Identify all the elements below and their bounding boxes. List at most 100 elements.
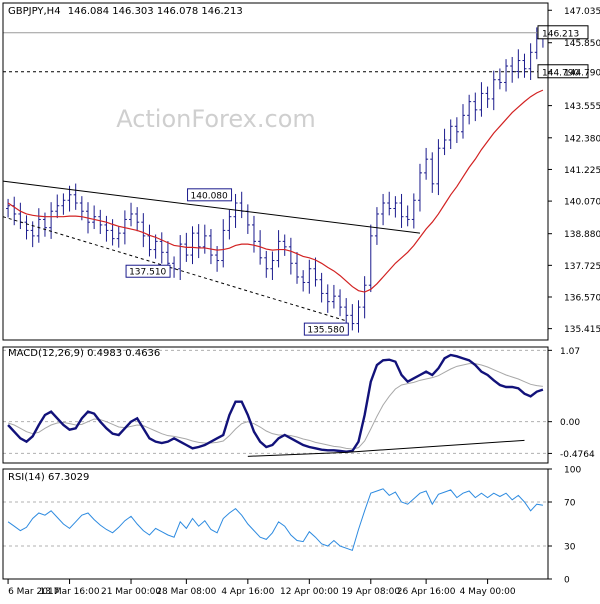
candle [295, 252, 300, 284]
candle [381, 193, 386, 226]
candle [510, 56, 515, 83]
macd-tick-label: -0.4764 [560, 450, 595, 460]
annotation-label: 140.080 [191, 191, 228, 201]
candle [227, 209, 232, 240]
level-label: 144.790 [542, 68, 579, 78]
candle [73, 183, 78, 210]
candle [442, 128, 447, 156]
candle [135, 207, 140, 232]
time-label: 4 Apr 16:00 [221, 587, 274, 597]
annotation-box [187, 188, 233, 202]
candle [325, 284, 330, 313]
annotation-box [303, 322, 349, 336]
ohlc-label: 146.084 146.303 146.078 146.213 [68, 6, 243, 17]
time-label: 28 Mar 08:00 [156, 587, 216, 597]
candle [172, 256, 177, 278]
candle [221, 219, 226, 268]
price-tick-label: 140.070 [564, 198, 600, 208]
candle [61, 193, 66, 215]
candle [454, 117, 459, 144]
candle [497, 68, 502, 90]
candle [387, 191, 392, 216]
candle [208, 229, 213, 265]
candle [516, 49, 521, 79]
candle [405, 205, 410, 227]
candle [116, 226, 121, 248]
current-price-label: 146.213 [542, 29, 579, 39]
candle [436, 139, 441, 196]
candle [344, 298, 349, 327]
candle [276, 230, 281, 268]
candle [338, 289, 343, 317]
rsi-line [7, 488, 544, 552]
rsi-panel [3, 488, 548, 552]
candle [233, 193, 238, 228]
candle [288, 237, 293, 275]
candle [147, 224, 152, 257]
candle [319, 272, 324, 303]
macd-line [7, 353, 544, 453]
candle [67, 185, 72, 212]
candle [313, 257, 318, 287]
candle [6, 198, 11, 218]
candle [92, 205, 97, 230]
candle [104, 215, 109, 242]
time-label: 6 Mar 2017 [8, 587, 59, 597]
macd-tick-label: 0.00 [560, 418, 580, 428]
price-tick-label: 147.035 [564, 7, 600, 17]
candle [24, 215, 29, 240]
price-frame [2, 2, 549, 341]
watermark: ActionForex.com [116, 105, 316, 133]
candle [190, 226, 195, 265]
current-price-box [537, 25, 589, 40]
price-tick-label: 137.725 [564, 262, 600, 272]
candle [245, 204, 250, 234]
price-tick-label: 142.380 [564, 134, 600, 144]
macd-trendline-a [247, 451, 347, 457]
candle [504, 59, 509, 92]
annotation-label: 135.580 [307, 326, 344, 336]
time-label: 4 May 00:00 [460, 587, 516, 597]
candle [417, 163, 422, 212]
candle [491, 70, 496, 111]
rsi-label: RSI(14) 67.3029 [8, 472, 89, 483]
macd-tick-label: 1.07 [560, 347, 580, 357]
candle [374, 207, 379, 245]
candle [55, 194, 60, 219]
candle [251, 215, 256, 253]
annotation-label: 137.510 [129, 268, 166, 278]
candle [153, 234, 158, 259]
price-tick-label: 138.880 [564, 230, 600, 240]
candle [110, 219, 115, 246]
moving-average-line [7, 89, 544, 293]
price-tick-label: 136.570 [564, 293, 600, 303]
time-label: 13 Mar 16:00 [40, 587, 100, 597]
candle [424, 147, 429, 180]
candle [473, 92, 478, 122]
price-panel: 144.790 146.213 140.080 137.510 135.580 [2, 25, 589, 336]
rsi-tick-label: 70 [564, 499, 576, 509]
candle [331, 284, 336, 309]
candle [448, 119, 453, 150]
time-label: 19 Apr 08:00 [341, 587, 400, 597]
candle [129, 202, 134, 227]
candle [479, 82, 484, 117]
rsi-tick-label: 0 [564, 576, 570, 586]
candle [178, 235, 183, 280]
price-tick-label: 143.555 [564, 102, 600, 112]
price-tick-label: 145.850 [564, 39, 600, 49]
macd-frame [2, 346, 549, 464]
candle [202, 224, 207, 254]
candle [411, 193, 416, 229]
candle [282, 234, 287, 256]
price-tick-label: 141.225 [564, 166, 600, 176]
macd-label: MACD(12,26,9) 0.4983 0.4636 [8, 348, 160, 359]
price-tick-label: 135.415 [564, 325, 600, 335]
symbol-label: GBPJPY,H4 [8, 6, 61, 17]
candle [18, 202, 23, 230]
candle [362, 276, 367, 319]
candle [36, 208, 41, 243]
